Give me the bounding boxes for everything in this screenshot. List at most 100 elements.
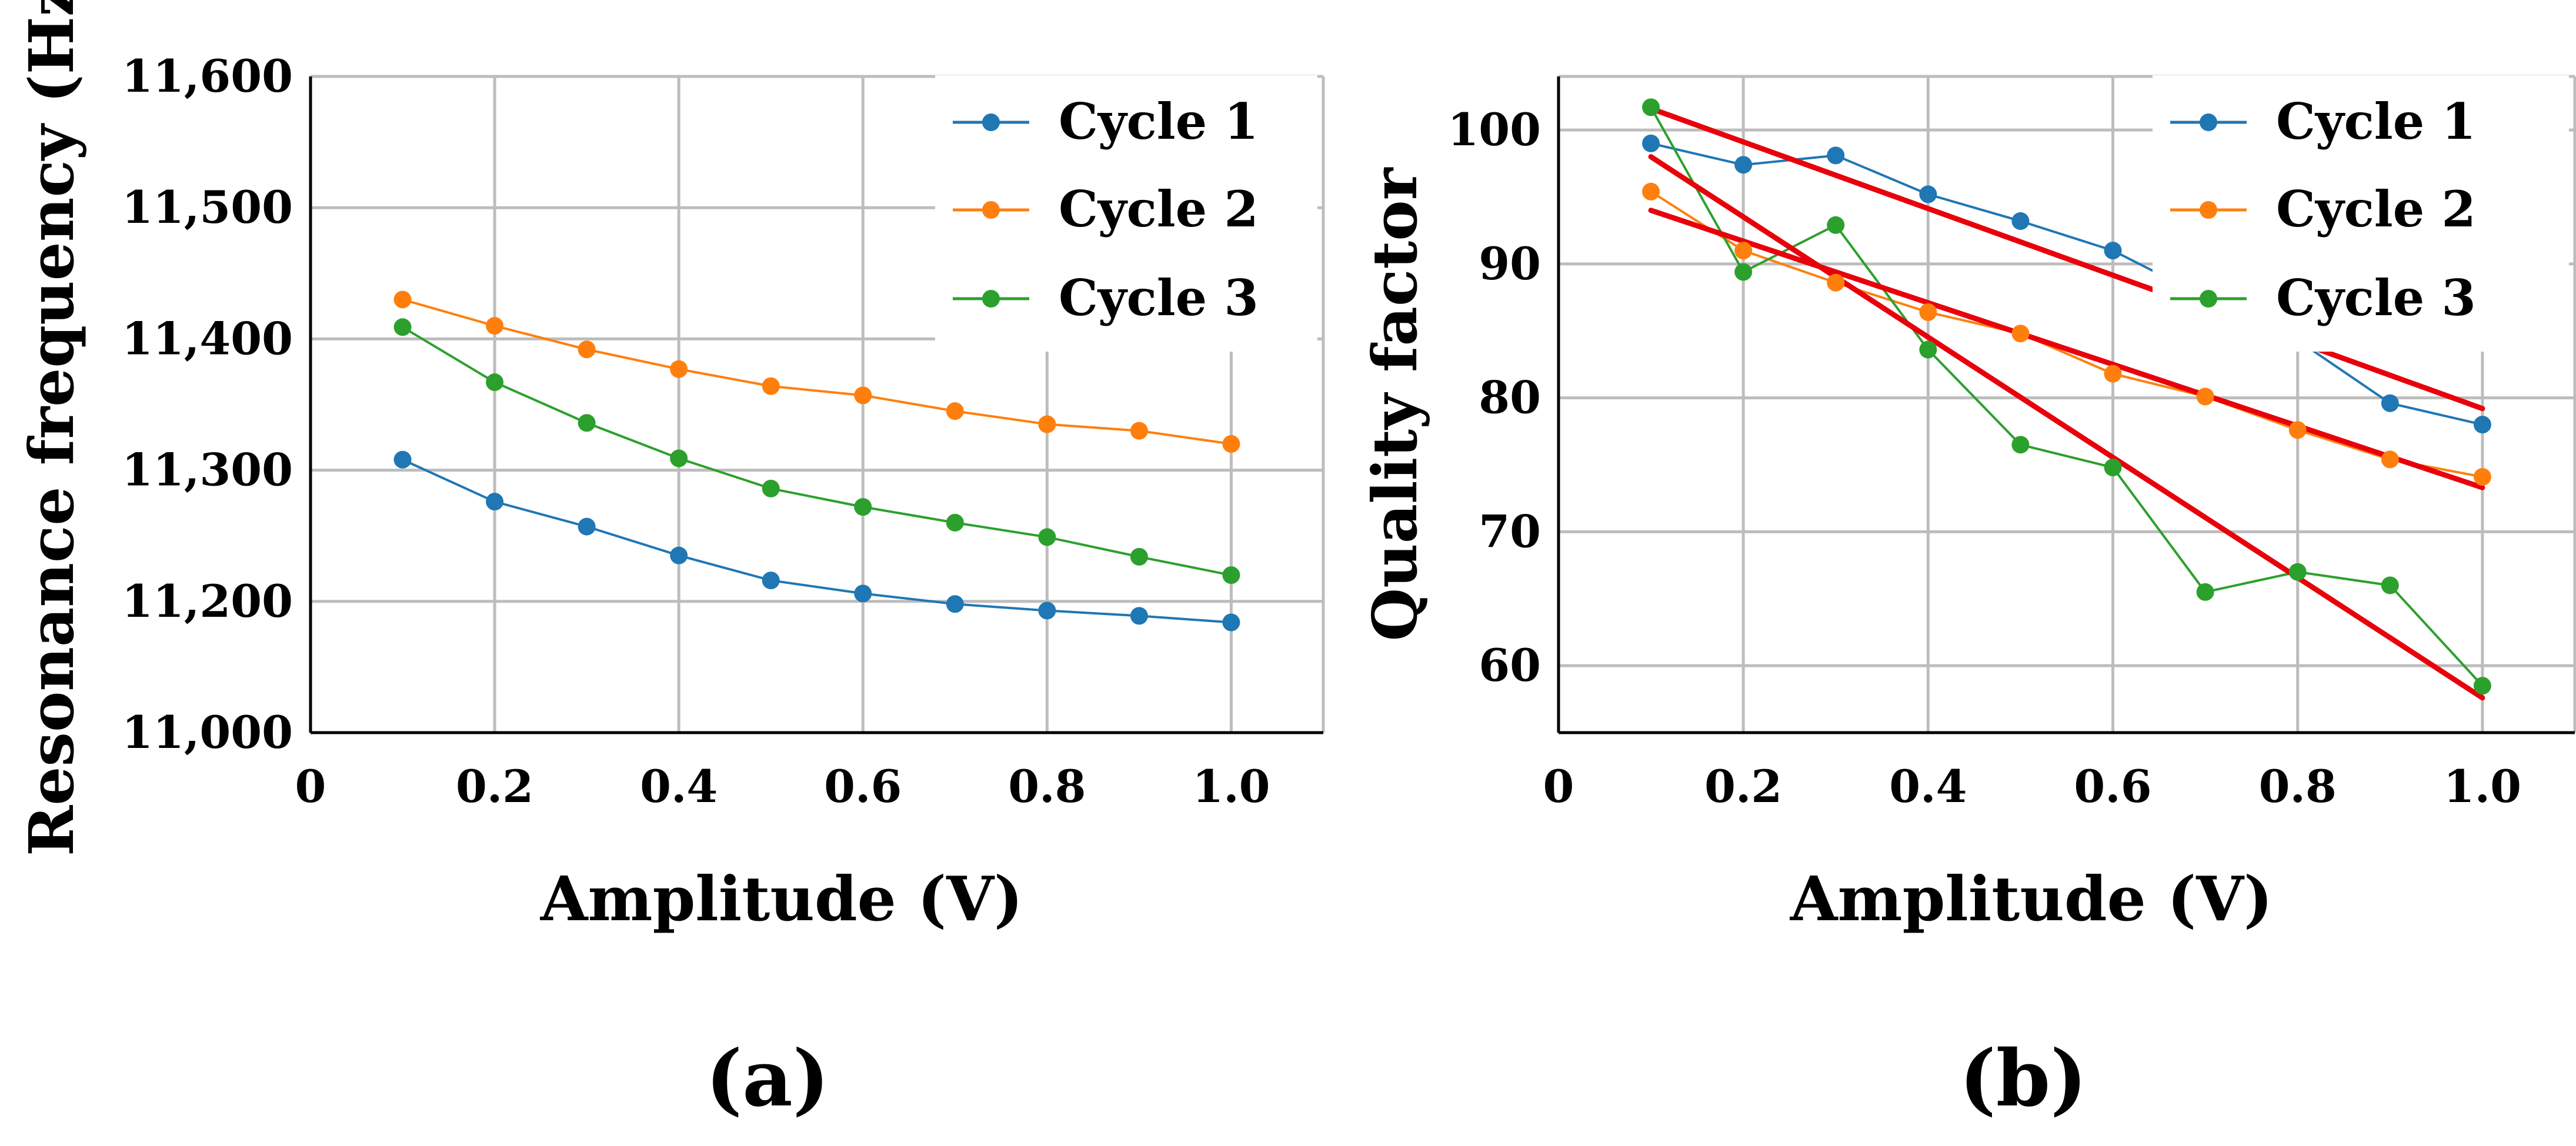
data-point-cycle-3 [578, 414, 596, 432]
data-point-cycle-1 [1919, 185, 1937, 203]
legend-swatch-marker [982, 201, 1000, 219]
y-tick-label: 11,400 [122, 312, 293, 365]
data-point-cycle-2 [1642, 182, 1660, 201]
data-point-cycle-2 [670, 360, 688, 378]
x-tick-label: 1.0 [1192, 760, 1270, 813]
data-point-cycle-3 [2473, 677, 2491, 695]
data-point-cycle-2 [854, 386, 872, 405]
data-point-cycle-2 [1130, 422, 1148, 440]
data-point-cycle-1 [1642, 134, 1660, 152]
x-tick-label: 0.8 [1008, 760, 1086, 813]
fit-line-cycle-3 [1648, 154, 2485, 701]
data-point-cycle-1 [1734, 156, 1753, 174]
x-tick-label: 0.2 [456, 760, 533, 813]
data-point-cycle-2 [1919, 303, 1937, 321]
data-point-cycle-3 [1038, 528, 1056, 546]
x-tick-label: 0.6 [2074, 760, 2151, 813]
data-point-cycle-3 [2196, 583, 2214, 601]
y-tick-label: 90 [1479, 238, 1541, 290]
data-point-cycle-1 [393, 450, 412, 469]
legend-label-cycle-1: Cycle 1 [2276, 92, 2476, 151]
series-line-cycle-1 [402, 458, 1232, 624]
data-point-cycle-3 [2381, 576, 2399, 594]
data-point-cycle-2 [946, 402, 964, 420]
series-line-cycle-2 [1650, 191, 2483, 478]
data-point-cycle-3 [1827, 216, 1845, 234]
data-point-cycle-1 [762, 572, 780, 590]
x-tick-label: 0 [1543, 760, 1574, 813]
y-tick-label: 100 [1447, 103, 1541, 156]
data-point-cycle-2 [2104, 365, 2122, 383]
legend: Cycle 1 Cycle 2 Cycle 3 [935, 75, 1317, 352]
data-point-cycle-3 [762, 479, 780, 497]
data-point-cycle-1 [2011, 212, 2030, 230]
data-point-cycle-3 [1130, 547, 1148, 566]
y-axis-label: Resonance frequency (Hz) [15, 0, 88, 856]
legend-swatch-marker [982, 113, 1000, 131]
x-tick-label: 0.2 [1704, 760, 1782, 813]
data-point-cycle-2 [1827, 273, 1845, 292]
y-tick-label: 11,300 [122, 444, 293, 496]
y-tick-label: 11,600 [122, 50, 293, 102]
x-tick-label: 0.8 [2259, 760, 2337, 813]
data-point-cycle-2 [1222, 435, 1240, 453]
legend-label-cycle-2: Cycle 2 [1059, 180, 1259, 238]
data-point-cycle-3 [1919, 340, 1937, 359]
data-point-cycle-1 [1038, 602, 1056, 620]
data-point-cycle-2 [2196, 387, 2214, 406]
data-point-cycle-2 [2288, 421, 2307, 439]
data-point-cycle-3 [854, 498, 872, 516]
y-tick-label: 80 [1479, 372, 1541, 424]
y-tick-label: 11,000 [122, 706, 293, 759]
data-point-cycle-3 [670, 449, 688, 467]
data-point-cycle-2 [2381, 450, 2399, 469]
y-tick-label: 11,500 [122, 181, 293, 233]
data-point-cycle-3 [1734, 263, 1753, 281]
data-point-cycle-3 [946, 513, 964, 532]
x-tick-label: 0.4 [1889, 760, 1967, 813]
data-point-cycle-2 [1734, 242, 1753, 260]
panel-label: (a) [706, 1033, 829, 1124]
panel-label: (b) [1959, 1033, 2087, 1124]
legend-label-cycle-3: Cycle 3 [2276, 269, 2476, 327]
data-point-cycle-1 [1827, 146, 1845, 165]
data-point-cycle-2 [2011, 325, 2030, 343]
chart-b-quality-factor: 0 0.2 0.4 0.6 0.8 1.0 60 70 80 90 100 Amplitude (V)… [1359, 75, 2576, 1124]
chart-a-resonance-frequency: 0 0.2 0.4 0.6 0.8 1.0 11,000 11,200 11,300 11,400… [15, 0, 1325, 1124]
data-point-cycle-1 [578, 517, 596, 536]
data-point-cycle-3 [2011, 436, 2030, 454]
series-line-cycle-2 [402, 298, 1232, 445]
data-point-cycle-2 [762, 377, 780, 395]
y-tick-label: 60 [1479, 639, 1541, 691]
data-point-cycle-1 [854, 584, 872, 603]
x-axis-label: Amplitude (V) [1790, 863, 2273, 935]
data-point-cycle-1 [2104, 242, 2122, 260]
x-axis-label: Amplitude (V) [540, 863, 1023, 935]
x-tick-label: 1.0 [2444, 760, 2521, 813]
legend-label-cycle-2: Cycle 2 [2276, 180, 2476, 238]
legend-swatch-marker [982, 290, 1000, 308]
legend-label-cycle-3: Cycle 3 [1059, 269, 1259, 327]
data-point-cycle-1 [2473, 416, 2491, 434]
data-point-cycle-1 [670, 546, 688, 564]
data-point-cycle-3 [2104, 459, 2122, 477]
data-point-cycle-1 [946, 595, 964, 613]
data-point-cycle-2 [2473, 467, 2491, 486]
legend-swatch-marker [2200, 201, 2217, 219]
legend-swatch-marker [2200, 113, 2217, 131]
data-point-cycle-2 [578, 340, 596, 359]
data-point-cycle-1 [2381, 394, 2399, 412]
data-point-cycle-2 [1038, 415, 1056, 433]
data-point-cycle-3 [2288, 563, 2307, 581]
series-line-cycle-3 [402, 326, 1232, 577]
legend-label-cycle-1: Cycle 1 [1059, 92, 1259, 151]
data-point-cycle-1 [1222, 613, 1240, 632]
legend-swatch-marker [2200, 290, 2217, 308]
data-point-cycle-2 [393, 290, 412, 309]
data-point-cycle-2 [486, 317, 504, 335]
x-tick-label: 0.4 [640, 760, 718, 813]
legend: Cycle 1 Cycle 2 Cycle 3 [2153, 75, 2569, 352]
y-tick-label: 11,200 [122, 575, 293, 627]
data-point-cycle-1 [1130, 607, 1148, 625]
